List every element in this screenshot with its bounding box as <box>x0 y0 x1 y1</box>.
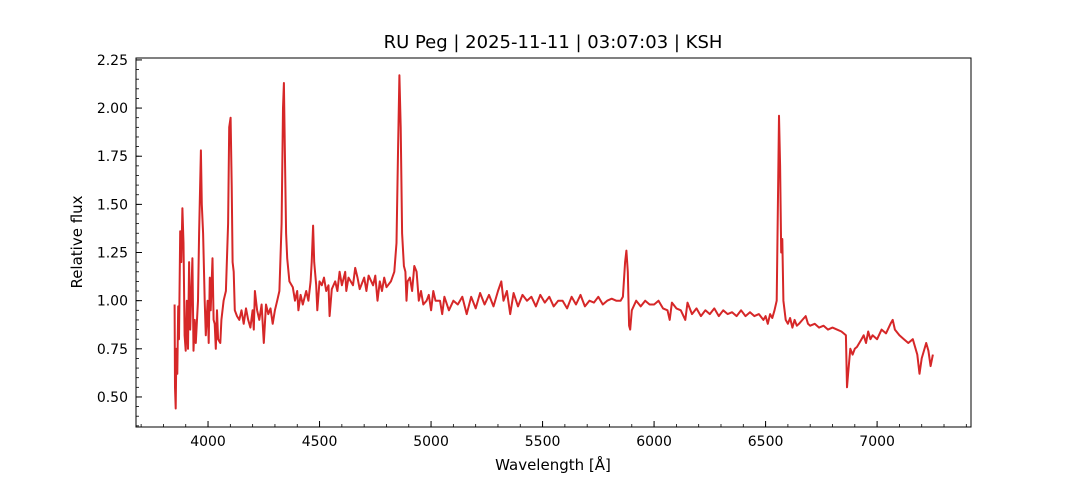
axis-ticks: 4000 4500 5000 5500 6000 6500 7000 0.50 0.75 1.00… <box>97 53 967 450</box>
y-tick-label: 0.50 <box>97 390 128 406</box>
x-tick-label: 6000 <box>636 434 672 450</box>
plot-frame <box>135 57 972 428</box>
x-tick-label: 5500 <box>525 434 561 450</box>
x-axis-label: Wavelength [Å] <box>495 455 611 474</box>
x-tick-label: 4000 <box>190 434 226 450</box>
y-tick-label: 1.50 <box>97 197 128 213</box>
y-tick-label: 1.25 <box>97 246 128 262</box>
x-tick-label: 5000 <box>413 434 449 450</box>
x-tick-label: 6500 <box>748 434 784 450</box>
y-tick-label: 1.75 <box>97 149 128 165</box>
x-tick-label: 7000 <box>859 434 895 450</box>
y-tick-label: 2.00 <box>97 101 128 117</box>
y-tick-label: 0.75 <box>97 342 128 358</box>
y-tick-label: 1.00 <box>97 294 128 310</box>
y-axis-label: Relative flux <box>68 195 86 288</box>
x-tick-label: 4500 <box>302 434 338 450</box>
y-tick-label: 2.25 <box>97 53 128 69</box>
spectrum-line <box>173 74 934 410</box>
chart-title: RU Peg | 2025-11-11 | 03:07:03 | KSH <box>384 32 723 53</box>
